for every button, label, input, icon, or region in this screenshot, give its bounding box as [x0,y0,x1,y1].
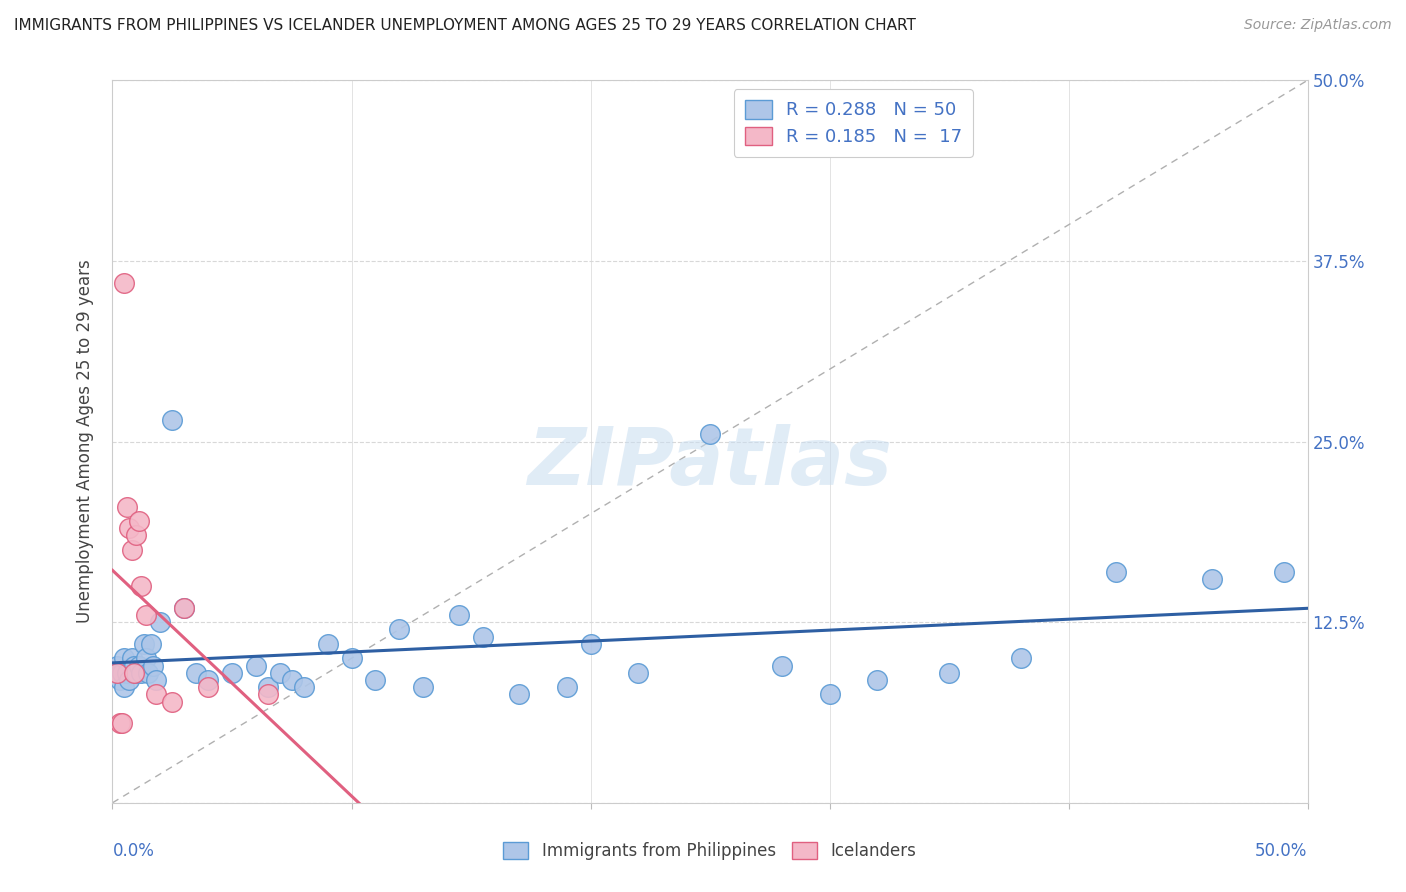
Text: Source: ZipAtlas.com: Source: ZipAtlas.com [1244,18,1392,32]
Point [105,665,128,680]
Point [115,500,138,514]
Point [1105,565,1128,579]
Point [1201,572,1223,586]
Point [135,651,157,665]
Text: ZIPatlas: ZIPatlas [527,425,893,502]
Point [105,658,128,673]
Point [388,623,411,637]
Point [138,665,160,680]
Point [108,673,131,687]
Point [257,680,280,694]
Y-axis label: Unemployment Among Ages 25 to 29 years: Unemployment Among Ages 25 to 29 years [76,260,94,624]
Point [1272,565,1295,579]
Point [122,658,145,673]
Point [149,615,172,630]
Point [173,600,195,615]
Point [472,630,495,644]
Point [142,658,165,673]
Point [145,687,167,701]
Point [111,665,134,680]
Point [114,680,135,694]
Point [173,600,195,615]
Point [245,658,267,673]
Point [508,687,530,701]
Point [114,276,135,290]
Point [579,637,602,651]
Point [111,716,134,731]
Point [108,665,131,680]
Point [1010,651,1032,665]
Point [114,651,135,665]
Point [447,607,470,622]
Point [412,680,434,694]
Point [145,673,167,687]
Point [818,687,841,701]
Point [118,673,141,687]
Point [281,673,304,687]
Point [118,521,141,535]
Point [866,673,889,687]
Point [555,680,578,694]
Point [269,665,291,680]
Point [770,658,793,673]
Point [135,607,157,622]
Point [139,637,162,651]
Point [938,665,960,680]
Point [627,665,650,680]
Text: 0.0%: 0.0% [112,842,155,860]
Point [128,514,150,528]
Point [108,716,131,731]
Point [129,665,152,680]
Point [129,579,152,593]
Point [292,680,315,694]
Text: 50.0%: 50.0% [1256,842,1308,860]
Point [132,637,155,651]
Point [121,651,143,665]
Point [316,637,339,651]
Point [125,528,148,542]
Point [115,665,138,680]
Point [364,673,387,687]
Point [122,665,145,680]
Point [221,665,243,680]
Point [162,413,183,427]
Point [186,665,208,680]
Point [128,658,150,673]
Point [125,665,148,680]
Point [699,427,721,442]
Text: IMMIGRANTS FROM PHILIPPINES VS ICELANDER UNEMPLOYMENT AMONG AGES 25 TO 29 YEARS : IMMIGRANTS FROM PHILIPPINES VS ICELANDER… [14,18,915,33]
Point [340,651,363,665]
Legend: Immigrants from Philippines, Icelanders: Immigrants from Philippines, Icelanders [496,835,924,867]
Point [197,680,219,694]
Point [121,542,143,557]
Point [162,695,183,709]
Point [257,687,280,701]
Point [197,673,219,687]
